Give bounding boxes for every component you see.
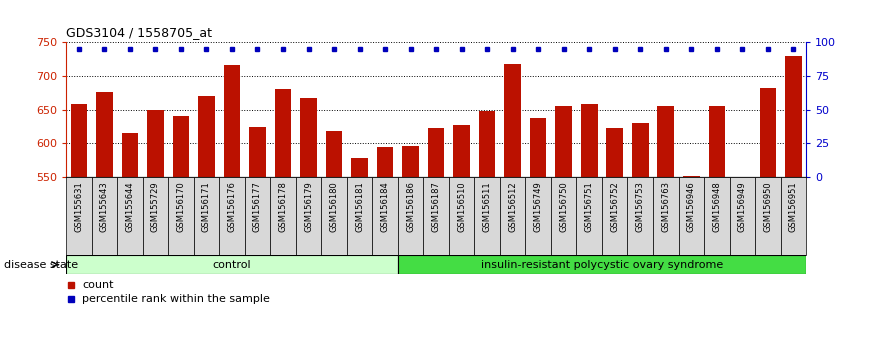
Text: GSM156763: GSM156763 (662, 181, 670, 232)
Bar (729, 177, 755, 255)
Bar (66, 255, 398, 274)
Bar (168, 177, 194, 255)
Bar (96, 92, 113, 177)
Bar (581, 104, 597, 177)
Text: disease state: disease state (4, 259, 78, 270)
Bar (373, 177, 398, 255)
Bar (122, 133, 138, 177)
Bar (555, 106, 572, 177)
Bar (781, 177, 806, 255)
Bar (529, 119, 546, 177)
Bar (500, 177, 525, 255)
Text: GSM156946: GSM156946 (687, 181, 696, 232)
Text: GSM156512: GSM156512 (508, 181, 517, 232)
Text: GSM156184: GSM156184 (381, 181, 389, 232)
Text: GSM156179: GSM156179 (304, 181, 313, 232)
Bar (92, 177, 117, 255)
Bar (474, 177, 500, 255)
Bar (428, 128, 444, 177)
Bar (347, 177, 373, 255)
Bar (245, 177, 270, 255)
Bar (424, 177, 448, 255)
Text: GSM156171: GSM156171 (202, 181, 211, 232)
Text: insulin-resistant polycystic ovary syndrome: insulin-resistant polycystic ovary syndr… (481, 259, 723, 270)
Bar (576, 177, 602, 255)
Text: GSM156749: GSM156749 (534, 181, 543, 232)
Bar (377, 147, 393, 177)
Bar (755, 177, 781, 255)
Bar (143, 177, 168, 255)
Bar (454, 125, 470, 177)
Bar (398, 255, 806, 274)
Bar (627, 177, 653, 255)
Bar (657, 106, 674, 177)
Bar (653, 177, 678, 255)
Bar (173, 116, 189, 177)
Bar (403, 146, 418, 177)
Bar (296, 177, 322, 255)
Bar (785, 56, 802, 177)
Text: GSM156511: GSM156511 (483, 181, 492, 232)
Bar (708, 106, 725, 177)
Bar (504, 64, 521, 177)
Text: GSM156187: GSM156187 (432, 181, 440, 232)
Text: GSM156170: GSM156170 (176, 181, 185, 232)
Bar (70, 104, 87, 177)
Text: GSM155631: GSM155631 (74, 181, 84, 232)
Bar (551, 177, 576, 255)
Bar (525, 177, 551, 255)
Text: GSM156949: GSM156949 (737, 181, 747, 232)
Bar (219, 177, 245, 255)
Text: GSM156750: GSM156750 (559, 181, 568, 232)
Text: GSM155643: GSM155643 (100, 181, 109, 232)
Bar (224, 65, 241, 177)
Bar (147, 110, 164, 177)
Text: GSM156186: GSM156186 (406, 181, 415, 232)
Text: GSM156951: GSM156951 (788, 181, 798, 232)
Text: GDS3104 / 1558705_at: GDS3104 / 1558705_at (66, 25, 212, 39)
Bar (270, 177, 296, 255)
Bar (704, 177, 729, 255)
Bar (249, 126, 266, 177)
Text: GSM156752: GSM156752 (611, 181, 619, 232)
Text: GSM156176: GSM156176 (227, 181, 236, 232)
Bar (678, 177, 704, 255)
Bar (300, 98, 317, 177)
Text: GSM156177: GSM156177 (253, 181, 262, 232)
Bar (734, 177, 751, 178)
Text: GSM156751: GSM156751 (585, 181, 594, 232)
Bar (683, 176, 700, 177)
Text: GSM156948: GSM156948 (713, 181, 722, 232)
Bar (352, 158, 368, 177)
Bar (759, 87, 776, 177)
Bar (606, 128, 623, 177)
Bar (194, 177, 219, 255)
Bar (326, 131, 343, 177)
Bar (602, 177, 627, 255)
Bar (275, 89, 292, 177)
Text: control: control (212, 259, 251, 270)
Bar (66, 177, 92, 255)
Bar (479, 111, 495, 177)
Bar (448, 177, 474, 255)
Bar (198, 96, 215, 177)
Text: GSM155644: GSM155644 (125, 181, 135, 232)
Text: GSM156180: GSM156180 (329, 181, 338, 232)
Text: count: count (82, 280, 114, 290)
Text: GSM155729: GSM155729 (151, 181, 159, 232)
Text: GSM156181: GSM156181 (355, 181, 364, 232)
Bar (117, 177, 143, 255)
Text: GSM156950: GSM156950 (763, 181, 773, 232)
Text: GSM156753: GSM156753 (636, 181, 645, 232)
Text: GSM156510: GSM156510 (457, 181, 466, 232)
Text: GSM156178: GSM156178 (278, 181, 287, 232)
Text: percentile rank within the sample: percentile rank within the sample (82, 294, 270, 304)
Bar (632, 122, 648, 177)
Bar (322, 177, 347, 255)
Bar (398, 177, 424, 255)
